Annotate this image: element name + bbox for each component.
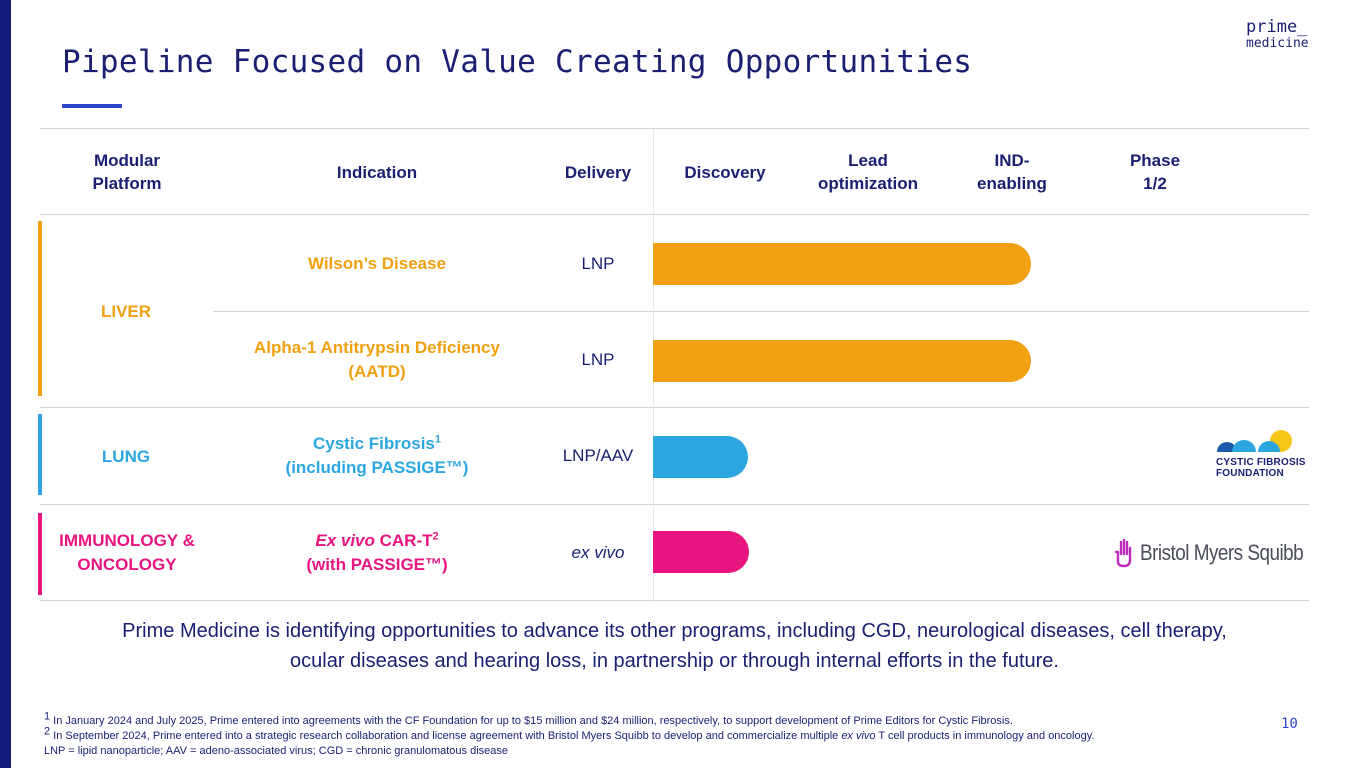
delivery-ex-vivo: ex vivo xyxy=(571,543,625,562)
summary-line1: Prime Medicine is identifying opportunit… xyxy=(122,620,1227,642)
lung-platform-marker xyxy=(38,414,42,495)
indication-cf-line1-wrap: Cystic Fibrosis1 xyxy=(313,432,441,456)
indication-ex-vivo-car-t: Ex vivo CAR-T2 (with PASSIGE™) xyxy=(227,528,527,578)
header-phase-line1: Phase xyxy=(1129,151,1181,170)
progress-bar-cf xyxy=(653,436,748,478)
bms-wordmark: Bristol Myers Squibb xyxy=(1140,540,1304,565)
header-lead-line1: Lead xyxy=(848,151,888,170)
header-ind-enabling: IND- enabling xyxy=(962,148,1062,196)
indication-aatd: Alpha-1 Antitrypsin Deficiency (AATD) xyxy=(227,335,527,385)
logo-line-2: medicine xyxy=(1246,36,1309,51)
logo-line-1: prime_ xyxy=(1246,17,1308,37)
platform-immunology-oncology: IMMUNOLOGY & ONCOLOGY xyxy=(42,528,212,578)
delivery-aatd: LNP xyxy=(581,350,615,369)
progress-bar-wilsons xyxy=(653,243,1031,285)
platform-immuno-line1: IMMUNOLOGY & xyxy=(59,531,195,550)
header-phase-1-2: Phase 1/2 xyxy=(1115,148,1195,196)
platform-immuno-line2: ONCOLOGY xyxy=(77,555,177,574)
liver-platform-marker xyxy=(38,221,42,396)
indication-cart-line1: CAR-T xyxy=(374,531,433,550)
cff-arc-large-icon xyxy=(1258,441,1280,452)
immuno-platform-marker xyxy=(38,513,42,595)
footnote-ref-2: 2 xyxy=(432,530,439,543)
indication-cystic-fibrosis: Cystic Fibrosis1 (including PASSIGE™) xyxy=(227,431,527,481)
header-delivery: Delivery xyxy=(564,162,632,182)
page-title: Pipeline Focused on Value Creating Oppor… xyxy=(62,44,973,80)
header-lead-line2: optimization xyxy=(817,174,919,193)
indication-cf-line2: (including PASSIGE™) xyxy=(285,458,469,477)
platform-lung: LUNG xyxy=(101,447,151,466)
cff-wordmark-line1: CYSTIC FIBROSIS xyxy=(1216,457,1306,468)
progress-bar-cart xyxy=(653,531,749,573)
delivery-cf: LNP/AAV xyxy=(562,446,634,465)
indication-aatd-line1: Alpha-1 Antitrypsin Deficiency xyxy=(254,338,500,357)
footnote-2-text-italic: ex vivo xyxy=(841,730,876,742)
page-number: 10 xyxy=(1281,716,1298,732)
prime-medicine-logo: prime_ medicine xyxy=(1246,17,1309,51)
table-top-rule xyxy=(40,128,1309,129)
header-ind-line1: IND- xyxy=(994,151,1030,170)
indication-cart-line2: (with PASSIGE™) xyxy=(306,555,448,574)
cff-wordmark-line2: FOUNDATION xyxy=(1216,468,1284,479)
summary-statement: Prime Medicine is identifying opportunit… xyxy=(40,616,1309,676)
indication-wilsons-disease: Wilson’s Disease xyxy=(307,254,447,273)
indication-aatd-line2: (AATD) xyxy=(348,362,406,381)
cff-arc-medium-icon xyxy=(1232,440,1256,452)
footnote-1-mark: 1 xyxy=(44,710,51,723)
header-bottom-rule xyxy=(40,214,1309,215)
footnote-abbreviations: LNP = lipid nanoparticle; AAV = adeno-as… xyxy=(44,745,508,757)
header-platform-line2: Platform xyxy=(92,174,162,193)
header-modular-platform: Modular Platform xyxy=(62,148,192,196)
footnote-2-text-pre: In September 2024, Prime entered into a … xyxy=(50,730,842,742)
bms-hand-icon xyxy=(1114,538,1132,568)
header-platform-line1: Modular xyxy=(93,151,161,170)
cystic-fibrosis-foundation-logo xyxy=(1217,430,1292,452)
header-discovery: Discovery xyxy=(684,162,766,182)
lung-immuno-divider xyxy=(40,504,1309,505)
title-underline xyxy=(62,104,122,108)
summary-line2: ocular diseases and hearing loss, in par… xyxy=(290,650,1059,672)
footnote-1-text: In January 2024 and July 2025, Prime ent… xyxy=(50,715,1013,727)
footnote-ref-1: 1 xyxy=(434,433,441,446)
liver-row-divider xyxy=(213,311,1309,312)
delivery-wilsons: LNP xyxy=(581,254,615,273)
footnote-2: 2 In September 2024, Prime entered into … xyxy=(44,726,1095,744)
footnote-1: 1 In January 2024 and July 2025, Prime e… xyxy=(44,711,1094,729)
indication-cart-line1-wrap: Ex vivo CAR-T2 xyxy=(315,529,438,553)
indication-cart-italic: Ex vivo xyxy=(315,531,375,550)
bristol-myers-squibb-logo: Bristol Myers Squibb xyxy=(1114,537,1330,569)
footnote-2-text-post: T cell products in immunology and oncolo… xyxy=(875,730,1095,742)
header-lead-optimization: Lead optimization xyxy=(803,148,933,196)
header-ind-line2: enabling xyxy=(977,174,1047,193)
platform-liver: LIVER xyxy=(100,302,152,321)
cff-arc-small-icon xyxy=(1217,442,1237,452)
cff-wordmark: CYSTIC FIBROSIS FOUNDATION xyxy=(1216,457,1306,479)
progress-bar-aatd xyxy=(653,340,1031,382)
table-bottom-rule xyxy=(40,600,1309,601)
header-indication: Indication xyxy=(336,162,418,182)
indication-cf-line1: Cystic Fibrosis xyxy=(313,434,435,453)
left-accent-stripe xyxy=(0,0,11,768)
footnote-2-mark: 2 xyxy=(44,725,51,738)
footnotes: 1 In January 2024 and July 2025, Prime e… xyxy=(44,711,1095,759)
liver-lung-divider xyxy=(40,407,1309,408)
header-phase-line2: 1/2 xyxy=(1143,174,1167,193)
